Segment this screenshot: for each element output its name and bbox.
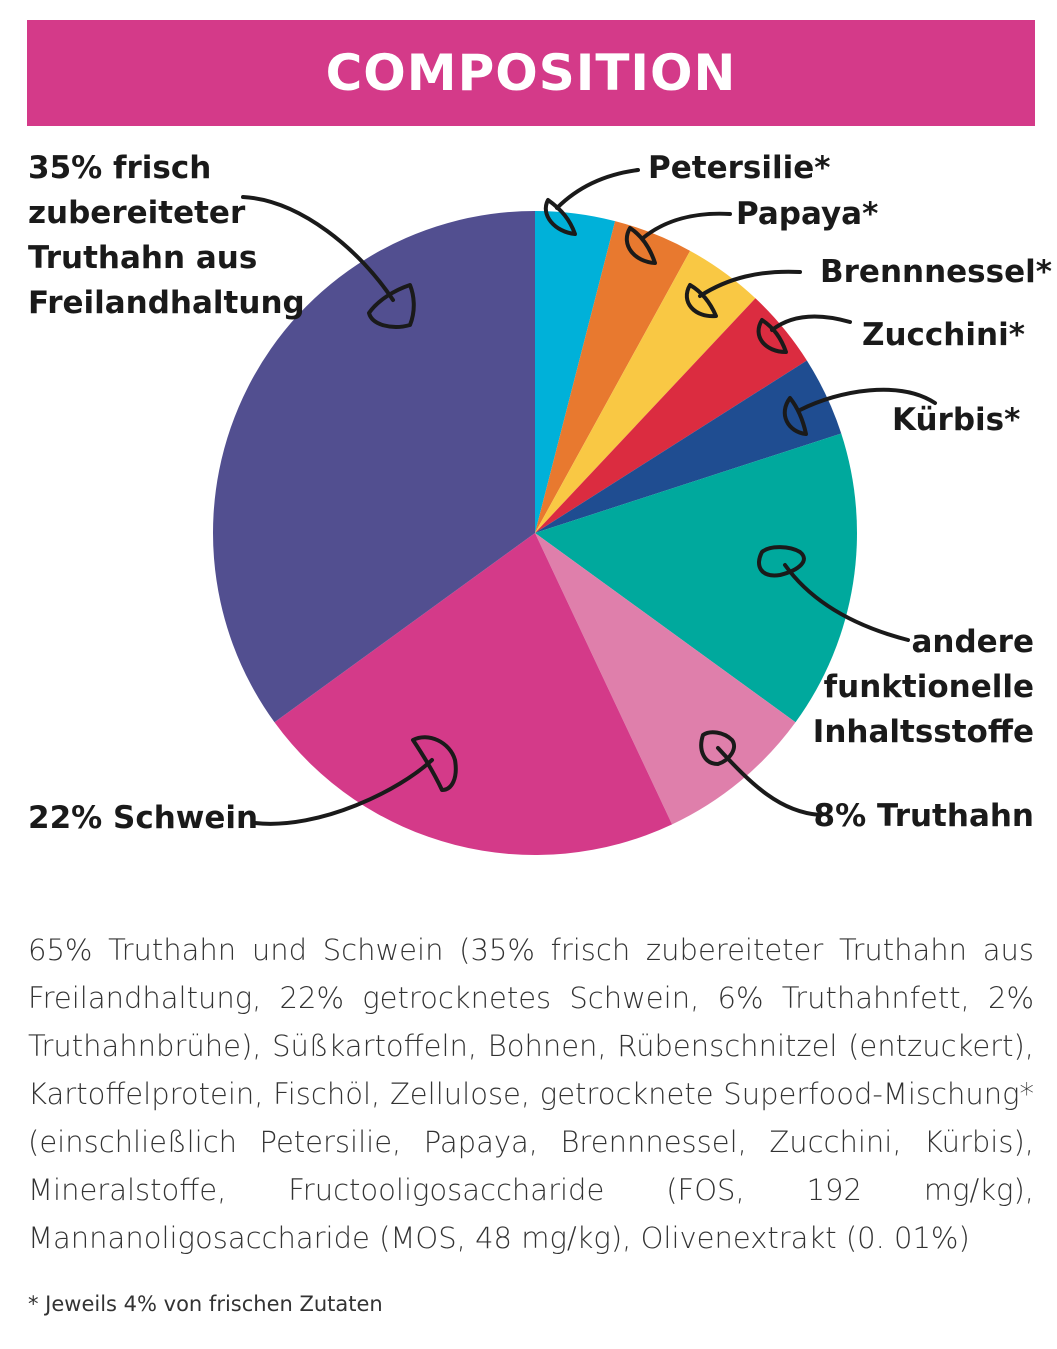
arrowhead-kuerbis (782, 396, 808, 436)
pie-slice-papaya (535, 221, 691, 534)
label-truthahn8: 8% Truthahn (813, 798, 1034, 834)
pie-slice-truthahn8 (535, 533, 796, 825)
arrowhead-petersilie (544, 198, 577, 236)
ingredients-description: 65% Truthahn und Schwein (35% frisch zub… (28, 933, 1034, 1255)
arrow-papaya (641, 211, 732, 240)
arrow-kuerbis (798, 387, 937, 412)
arrow-brennnessel (698, 269, 802, 298)
page-title: COMPOSITION (325, 44, 737, 102)
label-brennnessel: Brennnessel* (820, 254, 1052, 290)
arrowhead-papaya (624, 226, 657, 265)
label-line: zubereiteter (28, 195, 246, 231)
label-petersilie: Petersilie* (648, 150, 831, 186)
label-papaya: Papaya* (736, 196, 879, 232)
arrow-petersilie (555, 168, 640, 210)
arrowhead-brennnessel (684, 283, 718, 319)
label-kuerbis: Kürbis* (892, 402, 1021, 438)
label-andere: andere funktionelle Inhaltsstoffe (813, 620, 1034, 755)
title-banner: COMPOSITION (27, 20, 1035, 126)
arrowhead-truthahn8 (699, 730, 737, 766)
label-line: 35% frisch (28, 150, 212, 186)
arrow-zucchini (770, 314, 852, 332)
footnote: * Jeweils 4% von frischen Zutaten (28, 1292, 383, 1316)
pie-slice-kuerbis (535, 360, 842, 533)
arrowhead-truthahn35 (367, 283, 416, 329)
label-line: Truthahn aus (28, 240, 258, 276)
label-line: funktionelle (823, 669, 1034, 705)
pie-slice-brennnessel (535, 250, 756, 533)
composition-pie-chart (212, 168, 937, 855)
label-line: Freilandhaltung (28, 285, 305, 321)
pie-slice-zucchini (535, 298, 807, 533)
pie-slice-truthahn35 (212, 211, 535, 723)
label-line: Inhaltsstoffe (812, 714, 1034, 750)
arrowhead-schwein (411, 735, 458, 792)
label-schwein: 22% Schwein (28, 800, 259, 836)
pie-slice-petersilie (535, 211, 616, 533)
arrow-truthahn35 (241, 195, 395, 302)
arrow-schwein (253, 758, 434, 826)
pie-slice-andere (535, 433, 857, 723)
arrowhead-zucchini (756, 318, 788, 354)
arrow-truthahn8 (716, 746, 822, 817)
arrow-andere (783, 563, 910, 642)
label-zucchini: Zucchini* (862, 317, 1025, 353)
arrowhead-andere (757, 545, 806, 578)
pie-slice-schwein (274, 533, 673, 855)
label-line: andere (911, 624, 1034, 660)
label-truthahn35: 35% frisch zubereiteter Truthahn aus Fre… (28, 146, 305, 326)
